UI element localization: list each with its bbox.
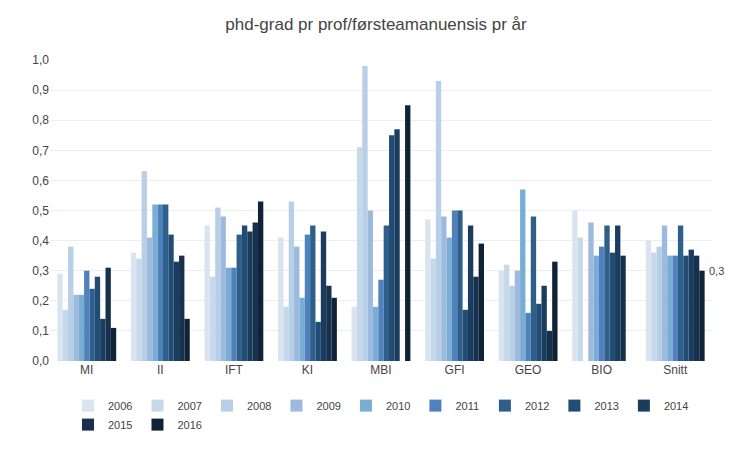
svg-text:GEO: GEO [515, 363, 542, 377]
svg-text:0,3: 0,3 [709, 265, 724, 277]
svg-text:II: II [157, 363, 164, 377]
svg-text:2010: 2010 [386, 400, 410, 412]
svg-text:phd-grad pr prof/førsteamanuen: phd-grad pr prof/førsteamanuensis pr år [225, 15, 527, 34]
svg-text:2014: 2014 [664, 400, 688, 412]
svg-text:2012: 2012 [525, 400, 549, 412]
svg-text:2013: 2013 [594, 400, 618, 412]
svg-text:GFI: GFI [445, 363, 465, 377]
svg-text:BIO: BIO [591, 363, 612, 377]
svg-text:0,4: 0,4 [32, 234, 49, 248]
svg-text:2016: 2016 [177, 419, 201, 431]
svg-text:2015: 2015 [108, 419, 132, 431]
svg-text:0,1: 0,1 [32, 324, 49, 338]
svg-text:KI: KI [302, 363, 313, 377]
svg-text:0,2: 0,2 [32, 294, 49, 308]
svg-text:0,8: 0,8 [32, 113, 49, 127]
svg-text:0,3: 0,3 [32, 264, 49, 278]
svg-text:IFT: IFT [225, 363, 244, 377]
svg-text:Snitt: Snitt [663, 363, 688, 377]
svg-text:MBI: MBI [370, 363, 391, 377]
svg-text:2009: 2009 [316, 400, 340, 412]
svg-text:0,0: 0,0 [32, 354, 49, 368]
svg-text:2006: 2006 [108, 400, 132, 412]
svg-text:MI: MI [80, 363, 93, 377]
svg-text:0,6: 0,6 [32, 174, 49, 188]
svg-text:2011: 2011 [455, 400, 479, 412]
svg-text:0,9: 0,9 [32, 83, 49, 97]
svg-text:0,7: 0,7 [32, 144, 49, 158]
svg-text:1,0: 1,0 [32, 53, 49, 67]
svg-text:2007: 2007 [177, 400, 201, 412]
svg-text:0,5: 0,5 [32, 204, 49, 218]
svg-text:2008: 2008 [247, 400, 271, 412]
